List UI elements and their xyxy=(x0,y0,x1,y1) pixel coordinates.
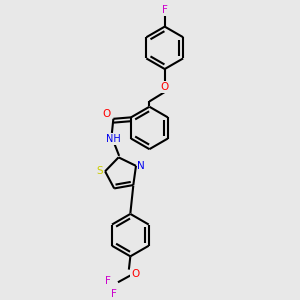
Text: N: N xyxy=(137,161,145,171)
Text: F: F xyxy=(162,5,168,15)
Text: O: O xyxy=(131,269,140,279)
Text: F: F xyxy=(105,276,111,286)
Text: S: S xyxy=(97,166,103,176)
Text: NH: NH xyxy=(106,134,121,144)
Text: F: F xyxy=(111,289,117,299)
Text: O: O xyxy=(103,109,111,118)
Text: O: O xyxy=(160,82,169,92)
